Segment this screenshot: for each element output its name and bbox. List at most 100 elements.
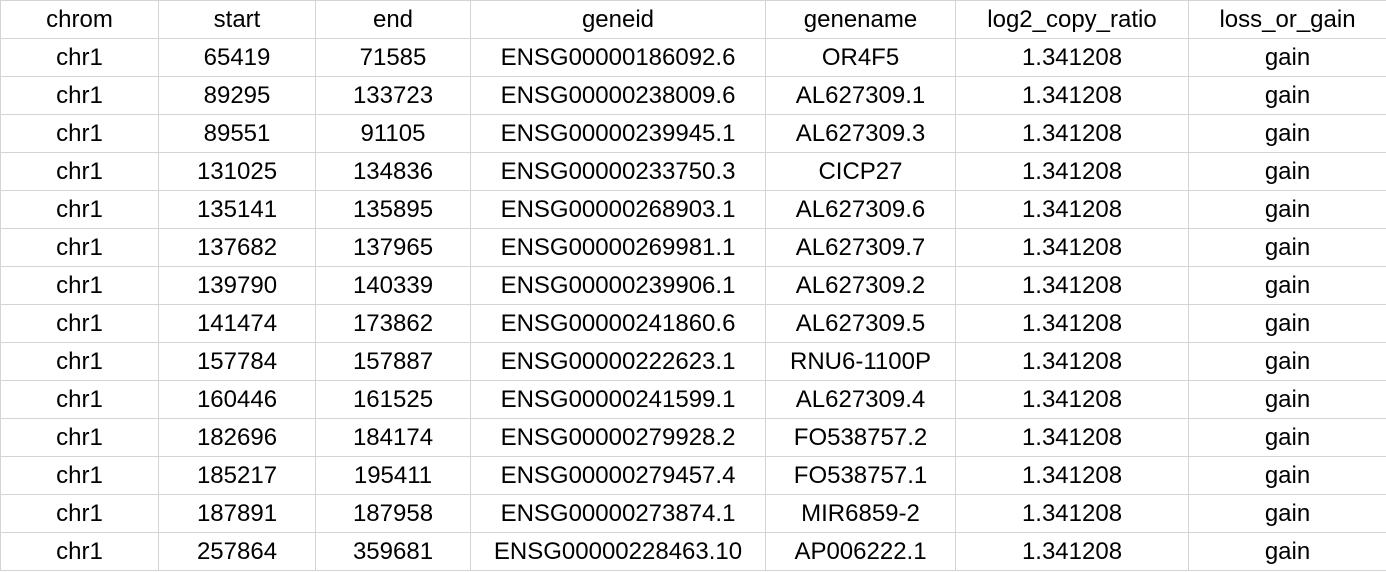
cell-genename[interactable]: AL627309.4 [765,380,956,419]
cell-start[interactable]: 89295 [158,76,316,115]
cell-genename[interactable]: AL627309.2 [765,266,956,305]
cell-chrom[interactable]: chr1 [0,418,159,457]
cell-chrom[interactable]: chr1 [0,456,159,495]
cell-loss-or-gain[interactable]: gain [1188,190,1386,229]
cell-end[interactable]: 173862 [315,304,471,343]
cell-geneid[interactable]: ENSG00000228463.10 [470,532,766,571]
cell-end[interactable]: 91105 [315,114,471,153]
cell-genename[interactable]: AL627309.1 [765,76,956,115]
cell-log2-copy-ratio[interactable]: 1.341208 [955,152,1189,191]
cell-geneid[interactable]: ENSG00000279928.2 [470,418,766,457]
cell-loss-or-gain[interactable]: gain [1188,152,1386,191]
cell-start[interactable]: 187891 [158,494,316,533]
cell-chrom[interactable]: chr1 [0,494,159,533]
cell-start[interactable]: 141474 [158,304,316,343]
cell-start[interactable]: 89551 [158,114,316,153]
cell-end[interactable]: 140339 [315,266,471,305]
cell-loss-or-gain[interactable]: gain [1188,76,1386,115]
header-cell-log2-copy-ratio[interactable]: log2_copy_ratio [955,0,1189,39]
cell-end[interactable]: 134836 [315,152,471,191]
cell-end[interactable]: 135895 [315,190,471,229]
cell-end[interactable]: 184174 [315,418,471,457]
cell-geneid[interactable]: ENSG00000268903.1 [470,190,766,229]
cell-chrom[interactable]: chr1 [0,342,159,381]
cell-chrom[interactable]: chr1 [0,38,159,77]
cell-geneid[interactable]: ENSG00000239906.1 [470,266,766,305]
cell-end[interactable]: 359681 [315,532,471,571]
cell-chrom[interactable]: chr1 [0,532,159,571]
cell-log2-copy-ratio[interactable]: 1.341208 [955,456,1189,495]
cell-chrom[interactable]: chr1 [0,114,159,153]
cell-loss-or-gain[interactable]: gain [1188,418,1386,457]
cell-chrom[interactable]: chr1 [0,380,159,419]
cell-genename[interactable]: FO538757.2 [765,418,956,457]
cell-genename[interactable]: MIR6859-2 [765,494,956,533]
cell-chrom[interactable]: chr1 [0,304,159,343]
cell-genename[interactable]: AL627309.5 [765,304,956,343]
cell-loss-or-gain[interactable]: gain [1188,114,1386,153]
cell-loss-or-gain[interactable]: gain [1188,380,1386,419]
cell-chrom[interactable]: chr1 [0,76,159,115]
cell-loss-or-gain[interactable]: gain [1188,38,1386,77]
cell-genename[interactable]: AL627309.7 [765,228,956,267]
cell-geneid[interactable]: ENSG00000241599.1 [470,380,766,419]
cell-chrom[interactable]: chr1 [0,228,159,267]
header-cell-chrom[interactable]: chrom [0,0,159,39]
cell-genename[interactable]: OR4F5 [765,38,956,77]
cell-start[interactable]: 135141 [158,190,316,229]
cell-loss-or-gain[interactable]: gain [1188,456,1386,495]
cell-genename[interactable]: RNU6-1100P [765,342,956,381]
header-cell-start[interactable]: start [158,0,316,39]
cell-loss-or-gain[interactable]: gain [1188,532,1386,571]
cell-geneid[interactable]: ENSG00000233750.3 [470,152,766,191]
header-cell-loss-or-gain[interactable]: loss_or_gain [1188,0,1386,39]
cell-chrom[interactable]: chr1 [0,152,159,191]
cell-genename[interactable]: CICP27 [765,152,956,191]
cell-start[interactable]: 257864 [158,532,316,571]
cell-genename[interactable]: AP006222.1 [765,532,956,571]
cell-geneid[interactable]: ENSG00000273874.1 [470,494,766,533]
cell-genename[interactable]: AL627309.3 [765,114,956,153]
cell-geneid[interactable]: ENSG00000186092.6 [470,38,766,77]
cell-log2-copy-ratio[interactable]: 1.341208 [955,228,1189,267]
cell-geneid[interactable]: ENSG00000238009.6 [470,76,766,115]
cell-end[interactable]: 187958 [315,494,471,533]
cell-geneid[interactable]: ENSG00000279457.4 [470,456,766,495]
header-cell-genename[interactable]: genename [765,0,956,39]
cell-log2-copy-ratio[interactable]: 1.341208 [955,76,1189,115]
cell-log2-copy-ratio[interactable]: 1.341208 [955,342,1189,381]
cell-geneid[interactable]: ENSG00000269981.1 [470,228,766,267]
cell-end[interactable]: 157887 [315,342,471,381]
cell-loss-or-gain[interactable]: gain [1188,304,1386,343]
cell-genename[interactable]: FO538757.1 [765,456,956,495]
header-cell-end[interactable]: end [315,0,471,39]
cell-start[interactable]: 139790 [158,266,316,305]
cell-log2-copy-ratio[interactable]: 1.341208 [955,532,1189,571]
header-cell-geneid[interactable]: geneid [470,0,766,39]
cell-end[interactable]: 137965 [315,228,471,267]
cell-start[interactable]: 185217 [158,456,316,495]
cell-chrom[interactable]: chr1 [0,266,159,305]
cell-geneid[interactable]: ENSG00000222623.1 [470,342,766,381]
cell-start[interactable]: 157784 [158,342,316,381]
cell-chrom[interactable]: chr1 [0,190,159,229]
cell-log2-copy-ratio[interactable]: 1.341208 [955,38,1189,77]
cell-end[interactable]: 161525 [315,380,471,419]
cell-start[interactable]: 65419 [158,38,316,77]
cell-loss-or-gain[interactable]: gain [1188,266,1386,305]
cell-geneid[interactable]: ENSG00000241860.6 [470,304,766,343]
cell-log2-copy-ratio[interactable]: 1.341208 [955,304,1189,343]
cell-end[interactable]: 71585 [315,38,471,77]
cell-end[interactable]: 195411 [315,456,471,495]
cell-log2-copy-ratio[interactable]: 1.341208 [955,418,1189,457]
cell-start[interactable]: 160446 [158,380,316,419]
cell-log2-copy-ratio[interactable]: 1.341208 [955,494,1189,533]
cell-loss-or-gain[interactable]: gain [1188,494,1386,533]
cell-start[interactable]: 137682 [158,228,316,267]
cell-start[interactable]: 182696 [158,418,316,457]
cell-genename[interactable]: AL627309.6 [765,190,956,229]
cell-log2-copy-ratio[interactable]: 1.341208 [955,190,1189,229]
cell-log2-copy-ratio[interactable]: 1.341208 [955,380,1189,419]
cell-log2-copy-ratio[interactable]: 1.341208 [955,114,1189,153]
cell-start[interactable]: 131025 [158,152,316,191]
